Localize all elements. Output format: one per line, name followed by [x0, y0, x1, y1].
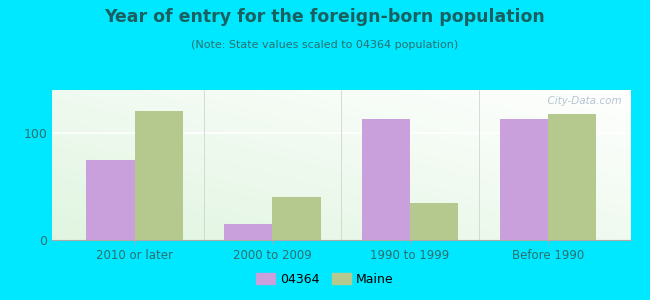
- Bar: [362, 119, 410, 240]
- Bar: [224, 224, 272, 240]
- Text: Year of entry for the foreign-born population: Year of entry for the foreign-born popul…: [105, 8, 545, 26]
- Bar: [272, 197, 320, 240]
- Text: City-Data.com: City-Data.com: [541, 96, 622, 106]
- Bar: [548, 114, 596, 240]
- Bar: [86, 160, 135, 240]
- Legend: 04364, Maine: 04364, Maine: [252, 268, 398, 291]
- Bar: [410, 202, 458, 240]
- Bar: [500, 119, 548, 240]
- Text: (Note: State values scaled to 04364 population): (Note: State values scaled to 04364 popu…: [191, 40, 459, 50]
- Bar: [135, 111, 183, 240]
